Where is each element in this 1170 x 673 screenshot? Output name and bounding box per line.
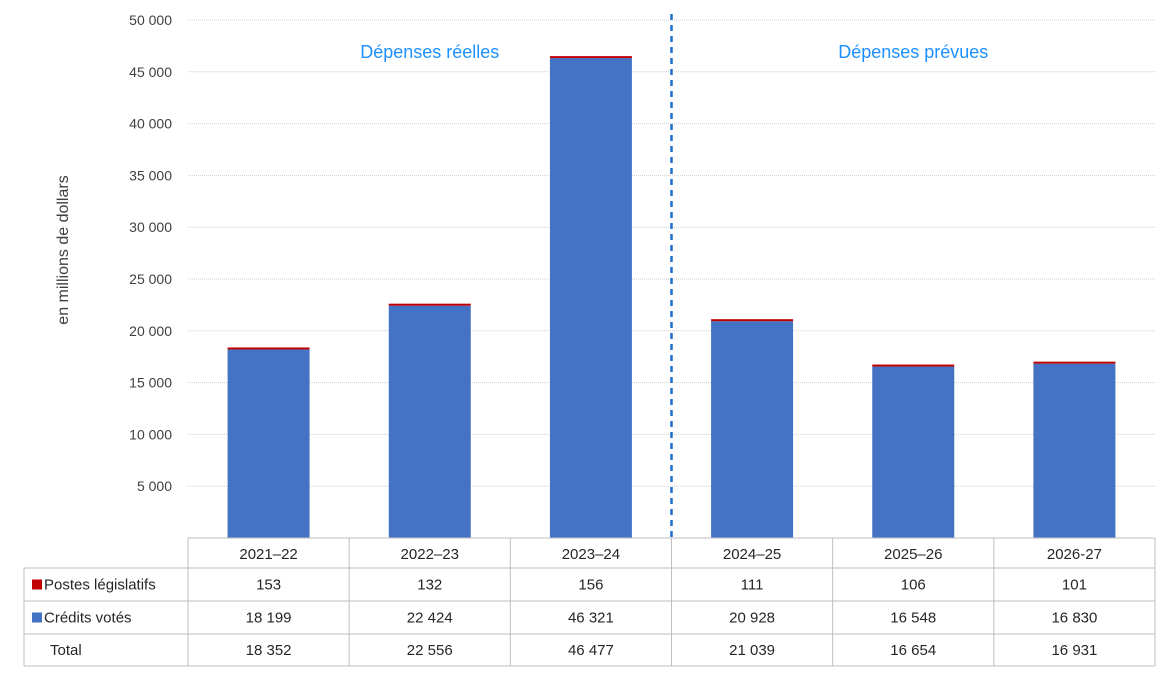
x-tick-label: 2021–22: [239, 546, 297, 563]
table-cell: 106: [901, 577, 926, 594]
bar-segment: [388, 303, 471, 306]
table-cell: 101: [1062, 577, 1087, 594]
y-tick-label: 50 000: [129, 12, 172, 28]
y-tick-label: 30 000: [129, 219, 172, 235]
bar-segment: [227, 349, 310, 538]
table-cell: 16 654: [890, 642, 936, 659]
table-cell: 20 928: [729, 610, 775, 627]
bar-segment: [549, 58, 632, 538]
bar-segment: [227, 347, 310, 350]
table-cell: 46 321: [568, 610, 614, 627]
bar-segment: [1033, 361, 1116, 364]
table-cell: 156: [578, 577, 603, 594]
bar-segment: [388, 305, 471, 538]
bar-segment: [872, 366, 955, 538]
x-tick-label: 2024–25: [723, 546, 781, 563]
annotation-planned: Dépenses prévues: [838, 42, 988, 62]
y-tick-label: 15 000: [129, 375, 172, 391]
bar-segment: [872, 364, 955, 367]
bar-segment: [711, 321, 794, 538]
y-tick-label: 5 000: [137, 478, 172, 494]
y-tick-label: 10 000: [129, 426, 172, 442]
table-cell: 22 556: [407, 642, 453, 659]
y-tick-label: 45 000: [129, 64, 172, 80]
x-tick-label: 2022–23: [401, 546, 459, 563]
y-tick-label: 40 000: [129, 116, 172, 132]
table-cell: 16 830: [1051, 610, 1097, 627]
bar-segment: [1033, 363, 1116, 538]
table-cell: 132: [417, 577, 442, 594]
table-cell: 16 548: [890, 610, 936, 627]
x-tick-label: 2023–24: [562, 546, 620, 563]
table-cell: 111: [741, 577, 764, 594]
table-row-label: Crédits votés: [44, 610, 132, 627]
table-cell: 22 424: [407, 610, 453, 627]
table-cell: 18 352: [246, 642, 292, 659]
bar-segment: [711, 319, 794, 322]
table-cell: 16 931: [1051, 642, 1097, 659]
table-row-label: Total: [50, 642, 82, 659]
table-cell: 46 477: [568, 642, 614, 659]
legend-marker: [32, 612, 42, 623]
y-tick-label: 25 000: [129, 271, 172, 287]
y-tick-label: 35 000: [129, 167, 172, 183]
legend-marker: [32, 579, 42, 590]
y-tick-label: 20 000: [129, 323, 172, 339]
bar-segment: [549, 56, 632, 59]
y-axis-label: en millions de dollars: [55, 175, 72, 324]
table-cell: 153: [256, 577, 281, 594]
table-cell: 18 199: [246, 610, 292, 627]
annotation-actual: Dépenses réelles: [360, 42, 499, 62]
x-tick-label: 2025–26: [884, 546, 942, 563]
table-cell: 21 039: [729, 642, 775, 659]
x-tick-label: 2026-27: [1047, 546, 1102, 563]
table-row-label: Postes législatifs: [44, 577, 156, 594]
